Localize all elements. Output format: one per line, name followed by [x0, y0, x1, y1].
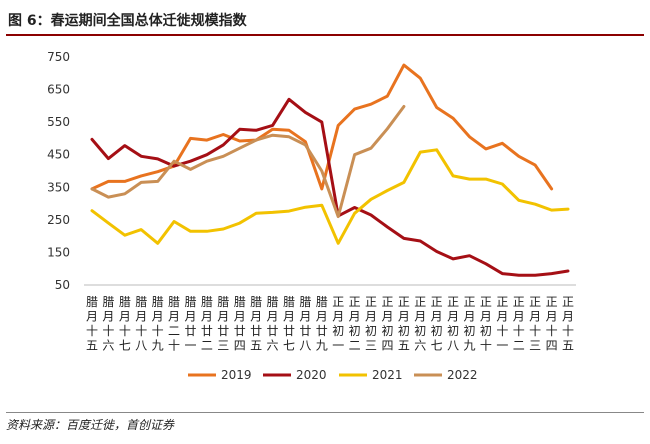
y-tick-label: 250: [47, 213, 70, 227]
x-tick-label: 腊月廿五: [250, 295, 262, 353]
x-tick-label: 腊月十九: [152, 295, 164, 353]
x-tick-label: 腊月廿一: [184, 295, 196, 353]
x-tick-label: 正月初五: [398, 295, 410, 353]
y-tick-label: 450: [47, 148, 70, 162]
y-tick-label: 50: [55, 278, 70, 292]
y-tick-label: 650: [47, 83, 70, 97]
x-tick-label: 腊月二十: [168, 295, 180, 353]
x-tick-label: 腊月廿六: [267, 295, 279, 353]
x-tick-label: 正月十三: [529, 295, 541, 353]
legend-label-2019: 2019: [221, 368, 252, 382]
x-tick-label: 正月初一: [332, 295, 344, 353]
x-tick-label: 正月十四: [546, 295, 558, 353]
legend-label-2020: 2020: [296, 368, 327, 382]
legend-label-2022: 2022: [447, 368, 478, 382]
x-tick-label: 腊月廿二: [201, 295, 213, 353]
x-tick-label: 正月初四: [381, 295, 393, 353]
x-tick-label: 腊月廿七: [283, 295, 295, 353]
page-title: 图 6：春运期间全国总体迁徙规模指数: [8, 13, 247, 29]
x-tick-label: 腊月廿八: [299, 295, 311, 353]
y-tick-label: 350: [47, 180, 70, 194]
source-note: 资料来源：百度迁徙，首创证券: [6, 412, 644, 433]
line-chart: 50150250350450550650750腊月十五腊月十六腊月十七腊月十八腊…: [47, 50, 576, 382]
series-line-2022: [90, 105, 406, 219]
x-tick-label: 腊月十七: [119, 295, 131, 353]
x-tick-label: 腊月廿四: [234, 295, 246, 353]
x-tick-label: 正月十五: [562, 295, 574, 353]
series-line-2021: [90, 148, 570, 245]
x-tick-label: 正月初三: [365, 295, 377, 353]
x-tick-label: 腊月十五: [86, 295, 98, 353]
legend: 2019 2020 2021 2022: [188, 368, 478, 382]
title-bar: 图 6：春运期间全国总体迁徙规模指数: [6, 8, 644, 36]
axis-layer: 50150250350450550650750腊月十五腊月十六腊月十七腊月十八腊…: [47, 50, 576, 353]
x-tick-label: 正月十二: [513, 295, 525, 353]
series-layer: [90, 63, 570, 277]
x-tick-label: 腊月十六: [102, 295, 114, 353]
legend-label-2021: 2021: [372, 368, 403, 382]
x-tick-label: 正月初六: [414, 295, 426, 353]
x-tick-label: 正月初十: [480, 295, 492, 353]
x-tick-label: 正月初九: [464, 295, 476, 353]
x-tick-label: 正月初八: [447, 295, 459, 353]
y-tick-label: 550: [47, 115, 70, 129]
series-line-2020: [90, 97, 570, 277]
y-tick-label: 750: [47, 50, 70, 64]
x-tick-label: 腊月廿三: [217, 295, 229, 353]
x-tick-label: 正月初七: [431, 295, 443, 353]
x-tick-label: 正月初二: [349, 295, 361, 353]
x-tick-label: 腊月廿九: [316, 295, 328, 353]
y-tick-label: 150: [47, 245, 70, 259]
x-tick-label: 腊月十八: [135, 295, 147, 353]
x-tick-label: 正月十一: [496, 295, 508, 353]
